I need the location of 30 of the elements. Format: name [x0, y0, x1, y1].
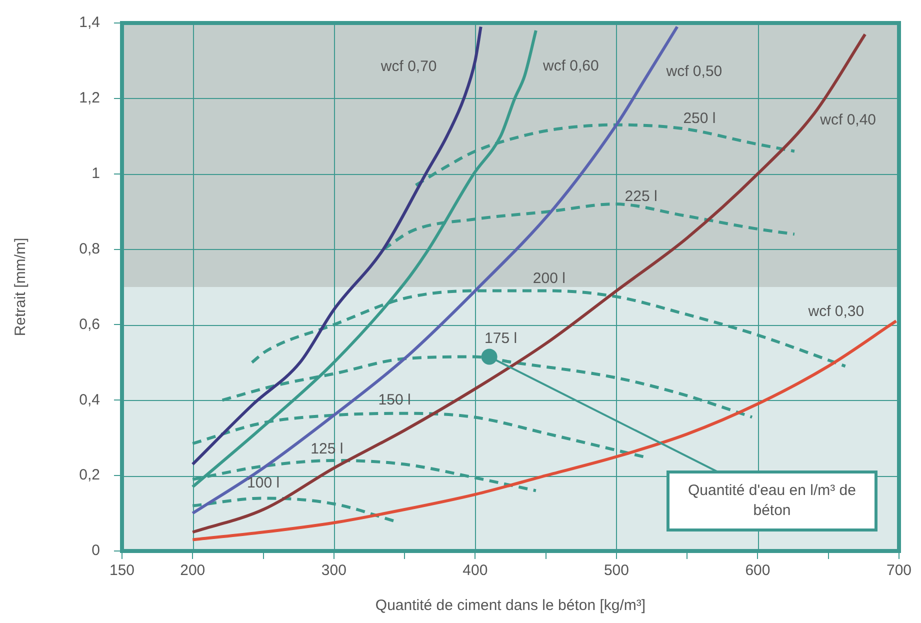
y-tick-label: 1,4	[79, 14, 100, 32]
x-tick-label: 400	[462, 562, 488, 580]
series-label: 100 l	[247, 474, 280, 492]
x-tick-label: 700	[886, 562, 912, 580]
y-tick-label: 1	[92, 165, 100, 182]
series-label: wcf 0,40	[819, 111, 876, 128]
x-tick-label: 600	[745, 562, 770, 580]
series-label: 175 l	[484, 330, 518, 347]
x-tick-label: 200	[180, 562, 206, 580]
series-label: wcf 0,30	[807, 303, 864, 320]
text: wcf 0,70	[380, 58, 437, 75]
series-label: 200 l	[532, 270, 566, 287]
x-tick-label: 150	[109, 562, 135, 580]
y-tick-label: 0,8	[79, 240, 100, 258]
x-tick-label: 500	[604, 562, 629, 580]
series-label: 225 l	[624, 188, 658, 206]
series-label: 250 l	[683, 110, 716, 127]
annotation: Quantité d'eau en l/m³ de béton	[688, 482, 856, 520]
y-axis-title: Retrait [mm/m]	[12, 238, 30, 336]
y-tick-label: 0,4	[79, 391, 100, 408]
y-tick-label: 1,2	[79, 90, 100, 107]
y-tick-label: 0,2	[79, 466, 100, 484]
y-tick-label: 0	[92, 542, 100, 560]
y-tick-label: 0,6	[79, 316, 100, 333]
line-series	[191, 25, 482, 466]
line-series	[191, 319, 898, 542]
series-label: wcf 0,50	[665, 62, 722, 80]
x-axis-title: Quantité de ciment dans le béton [kg/m³]	[375, 597, 646, 614]
series-label: wcf 0,60	[542, 58, 599, 75]
x-tick-label: 300	[321, 562, 346, 580]
